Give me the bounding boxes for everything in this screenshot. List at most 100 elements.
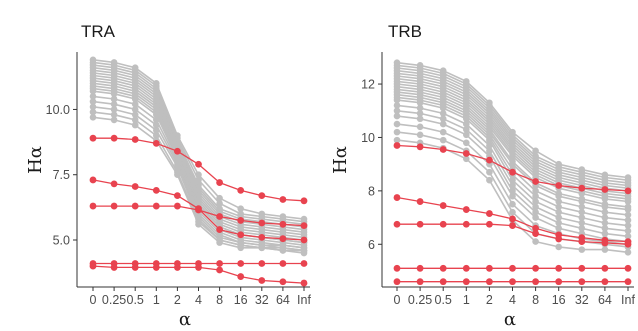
- highlight-series-point: [624, 278, 632, 286]
- highlight-series-point: [439, 278, 447, 286]
- highlight-series-point: [532, 278, 539, 286]
- background-series-point: [486, 136, 493, 144]
- background-series-point: [555, 208, 562, 216]
- background-series-point: [624, 232, 632, 240]
- background-series-point: [393, 96, 401, 104]
- background-series-point: [509, 200, 516, 208]
- background-series-point: [624, 198, 632, 205]
- background-series-point: [532, 238, 539, 245]
- background-series-point: [416, 123, 424, 131]
- background-series-point: [174, 171, 181, 179]
- background-series-point: [555, 219, 562, 227]
- background-series-point: [89, 98, 97, 105]
- highlight-series-point: [237, 186, 245, 194]
- background-series-point: [153, 116, 160, 124]
- background-series-point: [555, 198, 562, 205]
- highlight-series-point: [416, 278, 424, 286]
- highlight-series-point: [416, 220, 424, 228]
- background-series-point: [463, 126, 470, 133]
- highlight-series-point: [237, 217, 245, 224]
- highlight-series-point: [152, 139, 160, 147]
- y-tick-label-tra: 5.0: [53, 234, 70, 248]
- x-tick-label-tra: 64: [276, 293, 290, 307]
- background-series-point: [110, 111, 118, 118]
- highlight-series-point: [462, 206, 470, 213]
- x-ticks-tra: 0 0.25 0.5 1 2 4 8 16 32 64 Inf: [90, 287, 311, 307]
- background-series-point: [416, 115, 424, 123]
- background-series-point: [601, 203, 609, 211]
- background-series-point: [532, 187, 539, 195]
- highlight-series-point: [486, 278, 493, 286]
- background-series-point: [509, 208, 516, 216]
- x-tick-label-tra: 0.25: [102, 293, 126, 307]
- highlight-series-point: [624, 187, 632, 195]
- highlight-series-point: [486, 264, 493, 272]
- background-series-tra: [89, 56, 308, 257]
- background-series-point: [131, 100, 139, 108]
- highlight-series-point: [578, 264, 586, 272]
- background-series-point: [416, 99, 424, 107]
- highlight-series-point: [89, 176, 97, 184]
- background-series-trb-15: [393, 96, 632, 229]
- x-tick-label-trb: 4: [509, 293, 516, 307]
- x-tick-label-tra: Inf: [297, 293, 311, 307]
- x-tick-label-trb: 2: [486, 293, 493, 307]
- background-series-point: [578, 208, 586, 216]
- highlight-series-point: [439, 202, 447, 209]
- background-series-point: [439, 104, 447, 112]
- highlight-series-point: [300, 222, 308, 230]
- background-series-point: [439, 136, 447, 144]
- x-tick-label-tra: 0: [90, 293, 97, 307]
- x-tick-label-trb: 64: [598, 293, 612, 307]
- background-series-point: [463, 155, 470, 163]
- background-series-point: [624, 227, 632, 235]
- highlight-series-point: [174, 192, 181, 200]
- y-axis-title-trb: Hα: [330, 146, 351, 174]
- background-series-point: [89, 113, 97, 121]
- background-series-point: [532, 214, 539, 221]
- highlight-series-point: [110, 202, 118, 210]
- highlight-series-point: [195, 206, 202, 214]
- highlight-series-point: [258, 260, 266, 267]
- background-series-point: [153, 132, 160, 139]
- background-series-point: [110, 116, 118, 124]
- background-series-point: [393, 112, 401, 120]
- background-series-point: [131, 116, 139, 124]
- y-axis-title-tra: Hα: [25, 146, 46, 174]
- highlight-series-point: [555, 264, 563, 272]
- background-series-point: [131, 106, 139, 113]
- x-axis-title-trb: α: [504, 309, 516, 330]
- y-tick-label-trb: 12: [361, 78, 375, 92]
- highlight-series-point: [279, 260, 287, 267]
- background-series-point: [555, 214, 562, 221]
- highlight-series-point: [416, 143, 424, 151]
- background-series-point: [463, 139, 470, 147]
- x-tick-label-tra: 2: [174, 293, 181, 307]
- highlight-series-point: [578, 278, 586, 286]
- highlight-series-trb: [393, 142, 632, 286]
- highlight-series-point: [279, 278, 287, 286]
- x-axis-title-tra: α: [179, 309, 191, 330]
- background-series-point: [532, 192, 539, 200]
- background-series-point: [131, 95, 139, 103]
- x-tick-label-trb: 32: [575, 293, 589, 307]
- highlight-series-point: [601, 264, 609, 272]
- background-series-point: [153, 121, 160, 129]
- background-series-point: [439, 128, 447, 136]
- y-ticks-tra: 5.0 7.5 10.0: [46, 103, 77, 248]
- background-series-point: [153, 127, 160, 134]
- background-series-point: [486, 147, 493, 155]
- highlight-series-point: [555, 278, 563, 286]
- highlight-series-point: [486, 156, 493, 164]
- background-series-point: [416, 104, 424, 112]
- highlight-series-point: [393, 264, 401, 272]
- background-series-point: [509, 152, 516, 160]
- highlight-series-point: [279, 235, 287, 243]
- panel-title-tra: TRA: [81, 22, 116, 41]
- highlight-series-point: [300, 197, 308, 205]
- background-series-point: [439, 120, 447, 128]
- background-series-point: [601, 230, 609, 237]
- highlight-series-point: [509, 168, 516, 176]
- background-series-point: [463, 115, 470, 123]
